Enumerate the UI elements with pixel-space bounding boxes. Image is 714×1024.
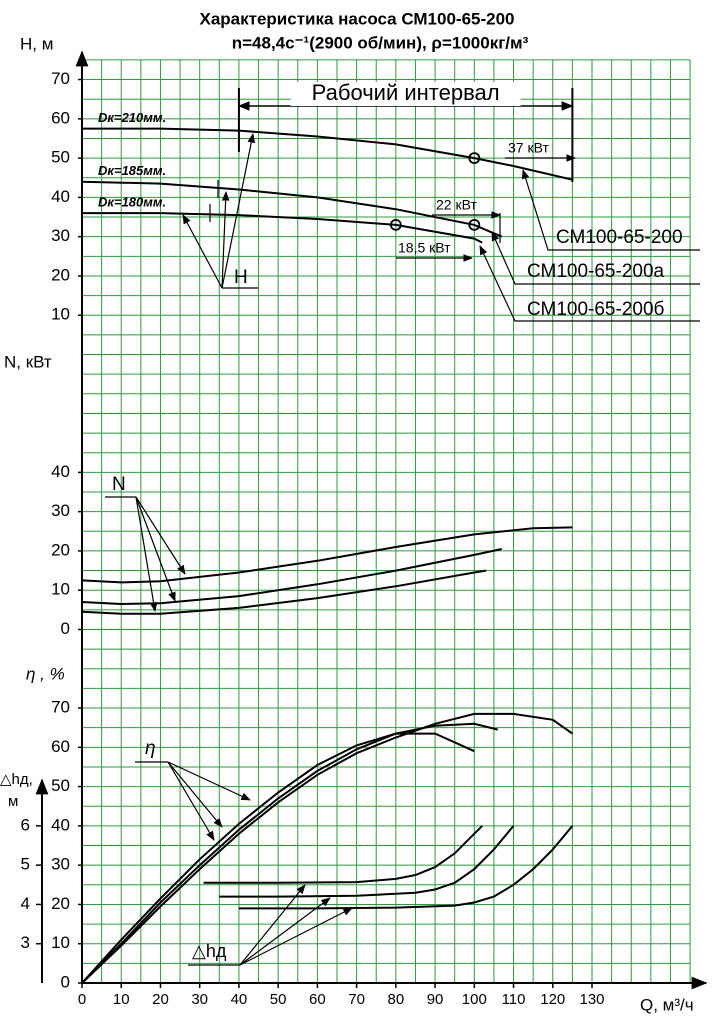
y-tick-label: 50 <box>51 148 70 167</box>
y-tick-label: 50 <box>51 776 70 795</box>
annotation: 22 кВт <box>436 197 477 213</box>
pointer <box>135 496 186 575</box>
x-tick-label: 110 <box>502 991 526 1008</box>
y-axis-label: η , % <box>26 664 65 683</box>
x-tick-label: 40 <box>231 991 248 1008</box>
y-axis-label: △hд, <box>0 771 33 788</box>
chart-subtitle: n=48,4с⁻¹(2900 об/мин), ρ=1000кг/м³ <box>232 33 529 52</box>
annotation: СМ100-65-200б <box>527 299 665 320</box>
series-label: Dк=185мм. <box>98 163 166 178</box>
pointer <box>221 191 230 289</box>
y-tick-label: 3 <box>21 933 30 952</box>
annotation: 37 кВт <box>508 140 549 156</box>
x-tick-label: 120 <box>540 991 565 1008</box>
curve <box>81 569 487 615</box>
y-tick-label: 30 <box>51 501 70 520</box>
annotation: СМ100-65-200 <box>556 227 683 248</box>
curve <box>203 825 483 884</box>
y-tick-label: 20 <box>51 265 70 284</box>
curve <box>81 722 499 984</box>
y-tick-label: 0 <box>61 619 70 638</box>
series-label: Dк=180мм. <box>98 195 166 210</box>
pointer <box>491 231 700 285</box>
x-tick-label: 60 <box>309 991 326 1008</box>
x-tick-label: 0 <box>78 991 86 1008</box>
y-tick-label: 30 <box>51 855 70 874</box>
y-tick-label: 6 <box>21 815 30 834</box>
x-tick-label: 90 <box>427 991 444 1008</box>
operating-point <box>389 218 402 231</box>
curve <box>82 127 573 181</box>
y-tick-label: 10 <box>51 305 70 324</box>
y-axis-label: м <box>8 793 18 810</box>
y-tick-label: 40 <box>51 815 70 834</box>
curve <box>81 712 573 984</box>
annotation: H <box>234 267 248 288</box>
x-tick-label: 130 <box>579 991 604 1008</box>
y-tick-label: 40 <box>51 462 70 481</box>
pointer <box>239 884 306 966</box>
work-range-label: Рабочий интервал <box>312 80 500 105</box>
curve <box>81 180 503 238</box>
x-tick-label: 30 <box>191 991 208 1008</box>
x-tick-label: 50 <box>270 991 287 1008</box>
x-axis-label: Q, м³/ч <box>640 995 694 1014</box>
x-tick-label: 100 <box>462 991 487 1008</box>
y-tick-label: 10 <box>51 580 70 599</box>
operating-point <box>468 152 481 165</box>
y-tick-label: 70 <box>51 69 70 88</box>
y-tick-label: 0 <box>61 972 70 991</box>
annotation: N <box>112 474 126 495</box>
annotation: 18,5 кВт <box>398 240 451 256</box>
y-tick-label: 20 <box>51 894 70 913</box>
y-tick-label: 60 <box>51 737 70 756</box>
curve <box>81 526 573 584</box>
pointer <box>521 169 700 251</box>
operating-point <box>468 218 481 231</box>
y-tick-label: 60 <box>51 108 70 127</box>
pointer <box>479 245 700 322</box>
pointer <box>239 907 353 966</box>
pointer <box>135 496 176 602</box>
grid <box>81 59 691 984</box>
y-tick-label: 5 <box>21 855 30 874</box>
pointer <box>167 761 251 801</box>
y-tick-label: 20 <box>51 540 70 559</box>
y-tick-label: 10 <box>51 933 70 952</box>
curve <box>81 548 503 606</box>
annotation: △hд <box>192 941 227 961</box>
label-bg <box>290 82 521 106</box>
curve <box>82 212 483 244</box>
annotation: η <box>145 738 156 759</box>
pointer <box>182 214 223 289</box>
curve <box>219 825 515 898</box>
y-axis-label: N, кВт <box>4 352 52 371</box>
x-tick-label: 10 <box>113 991 130 1008</box>
y-axis-label: H, м <box>20 34 53 53</box>
pointer <box>135 496 158 612</box>
x-tick-label: 20 <box>152 991 169 1008</box>
curve <box>238 825 574 910</box>
y-tick-label: 70 <box>51 698 70 717</box>
x-tick-label: 80 <box>388 991 405 1008</box>
series-label: Dк=210мм. <box>98 110 166 125</box>
pointer <box>167 761 223 828</box>
y-tick-label: 40 <box>51 187 70 206</box>
pointer <box>221 133 256 289</box>
chart-title: Характеристика насоса СМ100-65-200 <box>199 9 514 28</box>
y-tick-label: 30 <box>51 226 70 245</box>
y-tick-label: 4 <box>21 894 30 913</box>
x-tick-label: 70 <box>348 991 365 1008</box>
pointer <box>167 761 215 841</box>
annotation: СМ100-65-200а <box>527 261 665 282</box>
